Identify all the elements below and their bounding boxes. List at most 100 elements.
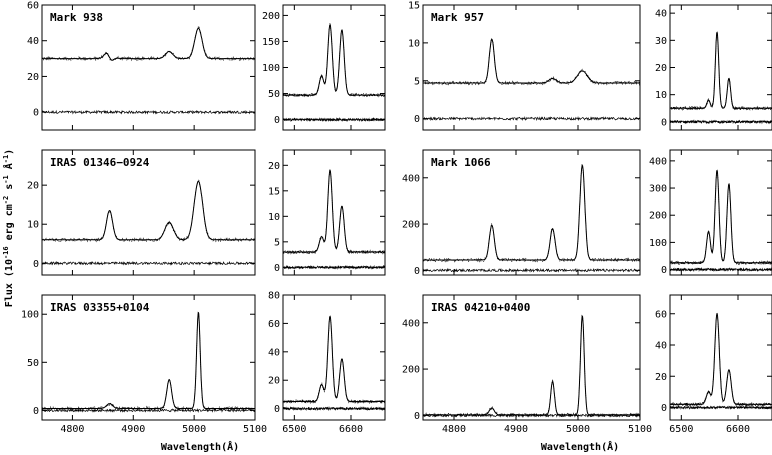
- panel-plot-area: [670, 169, 772, 272]
- object-name-label: Mark 1066: [431, 156, 491, 169]
- y-tick-label: 0: [274, 115, 280, 126]
- model-fit-line: [670, 31, 772, 109]
- y-tick-label: 400: [649, 156, 667, 167]
- x-tick-label: 4800: [60, 424, 84, 435]
- model-fit-line: [283, 315, 385, 402]
- x-tick-label: 5000: [566, 424, 590, 435]
- y-tick-label: 50: [27, 358, 39, 369]
- model-fit-line: [42, 180, 255, 241]
- x-tick-label: 4900: [121, 424, 145, 435]
- model-fit-line: [423, 314, 640, 416]
- x-axis-label-right: Wavelength(Å): [541, 440, 619, 453]
- y-axis-label: Flux (10-16 erg cm-2 s-1 Å-1): [2, 149, 15, 307]
- y-tick-label: 300: [649, 184, 667, 195]
- y-tick-label: 5: [414, 76, 420, 87]
- y-tick-label: 100: [262, 63, 280, 74]
- observed-spectrum: [423, 315, 640, 418]
- y-tick-label: 0: [661, 265, 667, 276]
- y-tick-label: 5: [274, 237, 280, 248]
- y-tick-label: 20: [268, 376, 280, 387]
- y-tick-label: 40: [27, 36, 39, 47]
- y-tick-label: 150: [262, 37, 280, 48]
- observed-spectrum: [670, 32, 772, 112]
- panel-0-blue: 0 20 40 60 Mark 938: [27, 1, 256, 131]
- model-fit-line: [283, 169, 385, 253]
- residual-line: [423, 116, 640, 122]
- panel-plot-area: [283, 169, 385, 270]
- y-tick-label: 10: [408, 38, 420, 49]
- residual-line: [670, 404, 772, 410]
- model-fit-line: [42, 311, 255, 409]
- panel-3-red: 0 100 200 300 400: [649, 149, 772, 276]
- y-tick-label: 100: [649, 238, 667, 249]
- panel-frame: [669, 4, 772, 131]
- object-name-label: IRAS 01346−0924: [50, 156, 150, 169]
- x-tick-label: 6600: [339, 424, 363, 435]
- observed-spectrum: [283, 23, 385, 98]
- panel-plot-area: [423, 164, 640, 273]
- y-tick-label: 0: [274, 404, 280, 415]
- model-fit-line: [283, 24, 385, 96]
- residual-line: [42, 260, 255, 266]
- x-tick-label: 4800: [442, 424, 466, 435]
- y-tick-label: 100: [21, 310, 39, 321]
- observed-spectrum: [670, 311, 772, 408]
- observed-spectrum: [42, 312, 255, 412]
- y-tick-label: 10: [27, 220, 39, 231]
- y-tick-label: 0: [33, 406, 39, 417]
- y-tick-label: 0: [33, 108, 39, 119]
- y-tick-label: 15: [268, 186, 280, 197]
- panel-frame: [422, 294, 641, 421]
- model-fit-line: [670, 169, 772, 264]
- y-tick-label: 40: [655, 9, 667, 20]
- panel-plot-area: [42, 311, 255, 413]
- residual-line: [423, 412, 640, 418]
- residual-line: [42, 407, 255, 413]
- panel-4-blue: 0 50 100 4800 4900 5000 5100 IRAS 03355+0104: [21, 294, 267, 435]
- panel-frame: [422, 149, 641, 276]
- observed-spectrum: [42, 25, 255, 62]
- y-tick-label: 0: [661, 117, 667, 128]
- y-tick-label: 20: [27, 181, 39, 192]
- y-tick-label: 20: [655, 63, 667, 74]
- x-tick-label: 5100: [243, 424, 267, 435]
- y-tick-label: 40: [655, 341, 667, 352]
- object-name-label: Mark 957: [431, 11, 484, 24]
- panel-frame: [41, 4, 256, 131]
- panel-plot-area: [283, 315, 385, 412]
- panel-frame: [669, 149, 772, 276]
- residual-line: [283, 116, 385, 123]
- observed-spectrum: [283, 315, 385, 405]
- panel-plot-area: [423, 38, 640, 122]
- y-tick-label: 50: [268, 89, 280, 100]
- y-tick-label: 20: [655, 372, 667, 383]
- y-tick-label: 0: [274, 263, 280, 274]
- model-fit-line: [423, 164, 640, 261]
- x-tick-label: 6600: [726, 424, 750, 435]
- panel-frame: [282, 4, 386, 131]
- y-tick-label: 200: [262, 11, 280, 22]
- panel-plot-area: [670, 31, 772, 125]
- observed-spectrum: [423, 164, 640, 263]
- y-tick-label: 80: [268, 291, 280, 302]
- panel-plot-area: [423, 314, 640, 418]
- model-fit-line: [423, 38, 640, 84]
- y-tick-label: 60: [27, 1, 39, 12]
- y-tick-label: 15: [408, 1, 420, 12]
- model-fit-line: [670, 312, 772, 405]
- residual-line: [423, 267, 640, 273]
- panel-plot-area: [283, 23, 385, 123]
- panel-frame: [669, 294, 772, 421]
- x-tick-label: 5100: [628, 424, 652, 435]
- y-tick-label: 0: [414, 114, 420, 125]
- residual-line: [283, 406, 385, 412]
- panel-1-red: 0 10 20 30 40: [655, 4, 772, 131]
- object-name-label: IRAS 04210+0400: [431, 301, 530, 314]
- x-tick-label: 5000: [182, 424, 206, 435]
- residual-line: [670, 267, 772, 272]
- y-tick-label: 40: [268, 347, 280, 358]
- y-tick-label: 0: [414, 266, 420, 277]
- panel-frame: [282, 149, 386, 276]
- panel-3-blue: 0 200 400 Mark 1066: [402, 149, 641, 277]
